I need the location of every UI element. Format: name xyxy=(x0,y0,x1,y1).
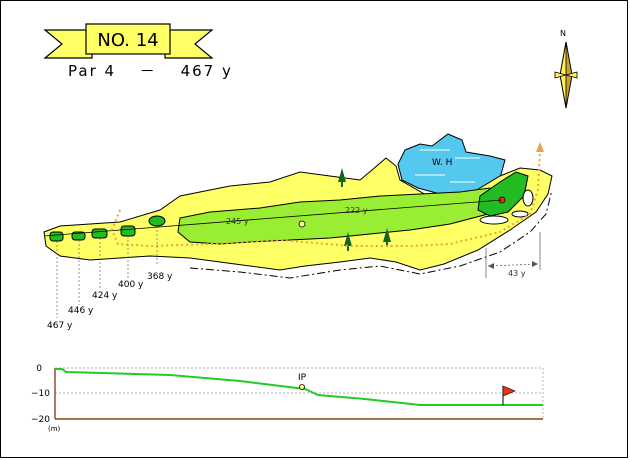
yardage-labels: 467 y 446 y 424 y 400 y 368 y xyxy=(47,272,173,331)
yardage-leaders xyxy=(56,226,158,318)
green-depth-dimension: 43 y xyxy=(485,232,541,278)
tee-box-368 xyxy=(148,215,166,227)
yardage-label-446: 446 y xyxy=(68,306,94,316)
water-hazard xyxy=(397,133,506,195)
green-depth-label: 43 y xyxy=(508,269,526,278)
tee-box-467 xyxy=(49,231,64,242)
yardage-label-467: 467 y xyxy=(47,321,73,331)
hole-number: NO. 14 xyxy=(97,30,158,51)
water-ripples xyxy=(415,149,480,183)
hole-number-box xyxy=(85,23,171,55)
yardage-label-400: 400 y xyxy=(118,280,144,290)
tree-icons xyxy=(338,168,391,251)
centerline xyxy=(43,199,503,237)
tee-box-400 xyxy=(120,225,136,237)
flag-icon xyxy=(502,385,516,397)
bunker-back xyxy=(511,210,529,218)
ip-marker xyxy=(298,220,306,228)
profile-line xyxy=(55,368,543,406)
water-hazard-label: W. H xyxy=(432,158,452,168)
yardage-label-368: 368 y xyxy=(147,272,173,282)
compass-north-label: N xyxy=(560,29,566,38)
profile-unit: (m) xyxy=(48,425,61,433)
profile-tick-0: 0 xyxy=(36,364,42,374)
distance-label-second: 222 y xyxy=(345,206,368,215)
tee-box-446 xyxy=(71,231,86,241)
bunkers xyxy=(479,189,534,225)
profile-ip-label: IP xyxy=(298,373,307,383)
tee-box-424 xyxy=(91,228,108,239)
hole-banner: NO. 14 xyxy=(43,23,214,59)
par-yardage: Par 4 － 467 y xyxy=(68,62,233,80)
profile-ip-marker xyxy=(299,384,305,390)
bunker-front xyxy=(479,215,509,225)
elevation-profile: 0 −10 −20 (m) IP xyxy=(31,364,544,433)
compass-icon: N xyxy=(554,29,578,109)
cart-path-arrow-icon xyxy=(536,142,544,152)
distance-label-first: 245 y xyxy=(226,217,249,226)
profile-tick-20: −20 xyxy=(31,415,50,425)
yardage-label-424: 424 y xyxy=(92,291,118,301)
cart-path xyxy=(110,149,541,248)
profile-tick-10: −10 xyxy=(31,389,50,399)
out-of-bounds-line xyxy=(189,189,553,279)
bunker-right xyxy=(522,189,534,207)
tee-boxes xyxy=(49,215,166,242)
